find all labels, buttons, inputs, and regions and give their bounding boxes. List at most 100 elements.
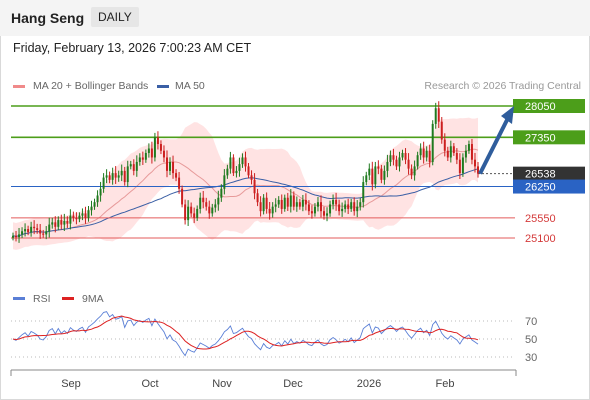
- candle-body: [265, 197, 268, 209]
- candle-body: [42, 233, 45, 235]
- candle-body: [187, 206, 190, 221]
- candle-body: [310, 211, 313, 214]
- candle-body: [153, 137, 156, 158]
- candle-body: [431, 123, 434, 162]
- x-tick-label: Oct: [141, 378, 158, 390]
- candle-body: [332, 199, 335, 205]
- candle-body: [141, 157, 144, 160]
- candle-body: [419, 148, 422, 156]
- candle-body: [241, 157, 244, 165]
- candle-body: [105, 175, 108, 178]
- candle-body: [271, 206, 274, 214]
- candle-body: [202, 197, 205, 203]
- candle-body: [172, 161, 175, 174]
- candle-body: [304, 199, 307, 205]
- candle-body: [15, 235, 18, 238]
- candle-body: [165, 157, 168, 171]
- candle-body: [283, 197, 286, 209]
- candle-body: [392, 155, 395, 160]
- x-tick-label: Feb: [436, 378, 455, 390]
- candle-body: [286, 197, 289, 207]
- candle-body: [413, 166, 416, 176]
- candle-body: [147, 148, 150, 153]
- candle-body: [395, 159, 398, 167]
- candle-body: [422, 148, 425, 158]
- candle-body: [359, 202, 362, 207]
- candle-body: [108, 175, 111, 180]
- candle-body: [57, 220, 60, 227]
- candle-body: [156, 137, 159, 145]
- candle-body: [292, 195, 295, 207]
- candle-body: [247, 166, 250, 176]
- candle-body: [78, 215, 81, 220]
- candle-body: [295, 202, 298, 207]
- candle-body: [277, 199, 280, 205]
- timestamp: Friday, February 13, 2026 7:00:23 AM CET: [13, 41, 252, 55]
- candle-body: [259, 202, 262, 212]
- candle-body: [316, 202, 319, 207]
- candle-body: [93, 202, 96, 207]
- rsi-tick-label: 30: [525, 352, 537, 364]
- ma50-line: [12, 168, 479, 237]
- candle-body: [362, 182, 365, 203]
- resistance-tag: [513, 130, 585, 145]
- candle-body: [323, 211, 326, 216]
- candle-body: [169, 161, 172, 171]
- candle-body: [416, 155, 419, 167]
- candle-body: [178, 177, 181, 189]
- resistance-label: 28050: [525, 101, 556, 113]
- last-price-label: 26538: [525, 169, 556, 181]
- candle-body: [326, 213, 329, 216]
- candle-body: [244, 157, 247, 167]
- candle-body: [329, 204, 332, 214]
- candle-body: [374, 166, 377, 185]
- candle-body: [473, 159, 476, 167]
- candle-body: [123, 170, 126, 183]
- candle-body: [338, 204, 341, 212]
- candle-body: [449, 146, 452, 158]
- timeframe-button[interactable]: DAILY: [91, 7, 139, 27]
- support-label: 25550: [525, 213, 556, 225]
- candle-body: [235, 170, 238, 174]
- ma50-legend-label: MA 50: [175, 80, 205, 92]
- candle-body: [383, 170, 386, 180]
- candle-body: [150, 148, 153, 158]
- rsi-ma-legend-swatch: [62, 297, 74, 300]
- x-tick-label: Dec: [283, 378, 303, 390]
- candle-body: [208, 206, 211, 214]
- candle-body: [443, 139, 446, 151]
- candle-body: [84, 213, 87, 218]
- candle-body: [144, 152, 147, 160]
- candle-body: [96, 195, 99, 203]
- candle-body: [350, 202, 353, 209]
- ma20-line: [12, 148, 479, 237]
- candle-body: [60, 220, 63, 225]
- candle-body: [36, 228, 39, 230]
- candle-body: [238, 164, 241, 171]
- candle-body: [199, 197, 202, 209]
- candle-body: [256, 193, 259, 203]
- candle-body: [111, 173, 114, 180]
- candle-body: [344, 204, 347, 209]
- rsi-legend-swatch: [13, 297, 25, 300]
- candle-body: [313, 206, 316, 214]
- candle-body: [45, 231, 48, 235]
- candle-body: [268, 208, 271, 214]
- candle-body: [120, 170, 123, 176]
- candle-body: [301, 199, 304, 207]
- candle-body: [356, 206, 359, 212]
- candle-body: [181, 188, 184, 205]
- candle-body: [347, 204, 350, 209]
- candle-body: [250, 175, 253, 180]
- candle-body: [226, 168, 229, 176]
- candle-body: [190, 206, 193, 214]
- forecast-arrow: [478, 117, 510, 175]
- candle-body: [371, 168, 374, 185]
- candle-body: [162, 150, 165, 158]
- candle-body: [398, 157, 401, 167]
- candle-body: [298, 202, 301, 207]
- candle-body: [72, 215, 75, 218]
- candle-body: [33, 226, 36, 229]
- rsi-tick-label: 70: [525, 316, 537, 328]
- resistance-tag: [513, 99, 585, 113]
